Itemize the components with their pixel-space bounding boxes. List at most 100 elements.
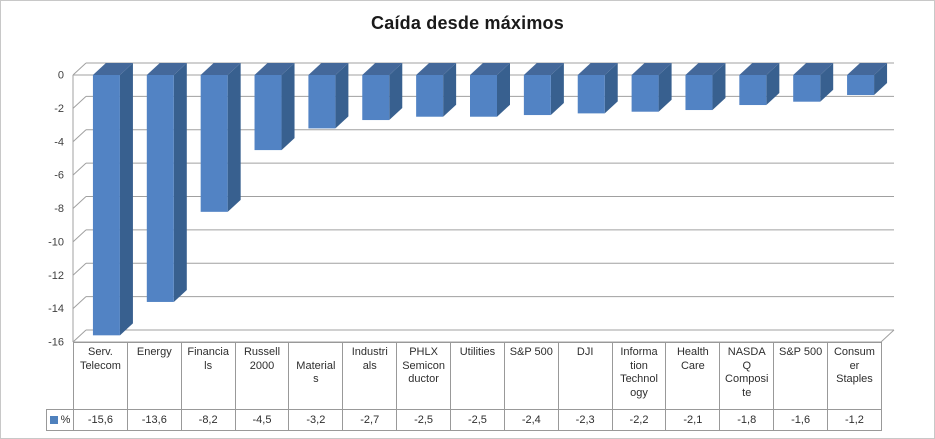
category-label-line: Technol [620, 373, 658, 385]
bar-phlx-semiconductor-front [416, 75, 444, 117]
bar-nasdaq-composite-top [739, 63, 780, 75]
category-cell-nasdaq-composite: NASDA Q Composi te [719, 342, 775, 410]
bar-serv-telecom-top [92, 63, 133, 75]
category-label-line [289, 346, 342, 360]
value-cell-materials: -3,2 [288, 409, 344, 431]
value-cell-dji: -2,3 [557, 409, 613, 431]
category-label-line: Material [296, 359, 336, 372]
category-cell-financials: Financia ls [180, 342, 236, 410]
category-cell-russell-2000: Russell 2000 [234, 342, 290, 410]
category-label-line: Staples [836, 373, 873, 385]
bar-russell-2000-side [281, 63, 295, 151]
category-cell-materials: Material s [288, 342, 344, 410]
bar-health-care [685, 63, 726, 111]
bar-phlx-semiconductor [416, 63, 457, 117]
bar-industrials-front [362, 75, 390, 121]
category-cell-dji: DJI [557, 342, 613, 410]
bar-industrials-side [389, 63, 403, 121]
value-cell-russell-2000: -4,5 [234, 409, 290, 431]
y-axis-tick-label: -2 [54, 103, 64, 115]
bar-materials-top [308, 63, 349, 75]
category-label-line: Health [676, 346, 709, 358]
bar-health-care-top [685, 63, 726, 75]
bar-consumer-staples-front [847, 75, 875, 96]
gridline-side [72, 196, 87, 209]
category-label-line: PHLX [409, 346, 438, 358]
bar-s-p-500-side [820, 63, 834, 102]
bar-consumer-staples-side [874, 63, 888, 96]
value-cell-health-care: -2,1 [665, 409, 721, 431]
category-label-line: er [849, 359, 860, 372]
category-cell-serv-telecom: Serv. Telecom [73, 342, 128, 410]
category-label-line: te [742, 386, 752, 399]
value-cell-s-p-500: -2,4 [503, 409, 559, 431]
category-cell-energy: Energy [126, 342, 182, 410]
category-cell-s-p-500: S&P 500 [503, 342, 559, 410]
bar-health-care-side [712, 63, 726, 111]
y-axis-tick-label: -8 [54, 203, 64, 215]
category-label-line: Composi [725, 373, 769, 385]
category-label-line: Financia [187, 346, 229, 358]
y-axis-tick-label: -16 [48, 337, 64, 349]
value-cell-utilities: -2,5 [450, 409, 505, 431]
bar-russell-2000 [254, 63, 295, 151]
category-label-line: Industri [351, 346, 388, 358]
bar-s-p-500-side [550, 63, 564, 116]
bar-dji [577, 63, 618, 114]
category-label-line: ls [204, 359, 213, 372]
category-label-line: Telecom [79, 359, 121, 372]
category-label-line: NASDA [727, 346, 766, 358]
gridline-side [72, 262, 87, 276]
category-label-line: Consum [833, 346, 875, 358]
value-cell-phlx-semiconductor: -2,5 [396, 409, 452, 431]
value-cell-industrials: -2,7 [342, 409, 398, 431]
gridline-side [72, 162, 87, 176]
category-label-line: Care [680, 359, 705, 372]
bar-energy-front [146, 75, 174, 302]
bar-industrials [362, 63, 403, 121]
category-label-line: ductor [408, 373, 439, 385]
floor-right-edge [880, 329, 895, 343]
bar-serv-telecom-front [92, 75, 120, 336]
bar-information-technology-top [631, 63, 672, 75]
legend-label: % [60, 414, 71, 426]
data-table: Serv. Telecom Energy Financia ls Russell 2000 … [46, 342, 882, 431]
category-cell-s-p-500: S&P 500 [773, 342, 829, 410]
bar-health-care-front [685, 75, 713, 111]
legend-key-cell: % [46, 409, 74, 431]
bar-s-p-500-front [793, 75, 821, 102]
bar-s-p-500-top [523, 63, 564, 75]
bar-energy-top [146, 63, 187, 75]
bar-utilities [470, 63, 510, 117]
bar-nasdaq-composite [739, 63, 780, 106]
category-label-line: Russell [243, 346, 281, 358]
bar-serv-telecom-side [119, 63, 133, 336]
category-label-line: Energy [136, 346, 172, 358]
series-color-swatch-icon [49, 416, 58, 424]
category-cell-consumer-staples: Consum er Staples [827, 342, 882, 410]
bar-nasdaq-composite-front [739, 75, 767, 106]
bar-phlx-semiconductor-top [416, 63, 457, 75]
bar-utilities-top [470, 63, 510, 75]
gridline-side [72, 62, 87, 76]
category-label-line: ogy [630, 386, 648, 399]
category-label-line: Semicon [402, 359, 445, 372]
bar-russell-2000-top [254, 63, 295, 75]
bar-materials-side [335, 63, 349, 129]
value-cell-consumer-staples: -1,2 [827, 409, 882, 431]
bar-consumer-staples [847, 63, 888, 96]
bar-consumer-staples-top [847, 63, 888, 75]
category-cell-phlx-semiconductor: PHLX Semicon ductor [396, 342, 452, 410]
gridline-side [72, 129, 87, 143]
gridline-side [72, 296, 87, 309]
category-label-line: Q [742, 359, 752, 372]
table-corner-spacer [47, 343, 74, 410]
bar-utilities-side [497, 63, 510, 117]
value-cell-information-technology: -2,2 [611, 409, 667, 431]
category-cell-information-technology: Informa tion Technol ogy [611, 342, 667, 410]
category-label-line: S&P 500 [509, 346, 553, 358]
y-axis-tick-label: -6 [54, 170, 64, 182]
value-cell-energy: -13,6 [126, 409, 182, 431]
